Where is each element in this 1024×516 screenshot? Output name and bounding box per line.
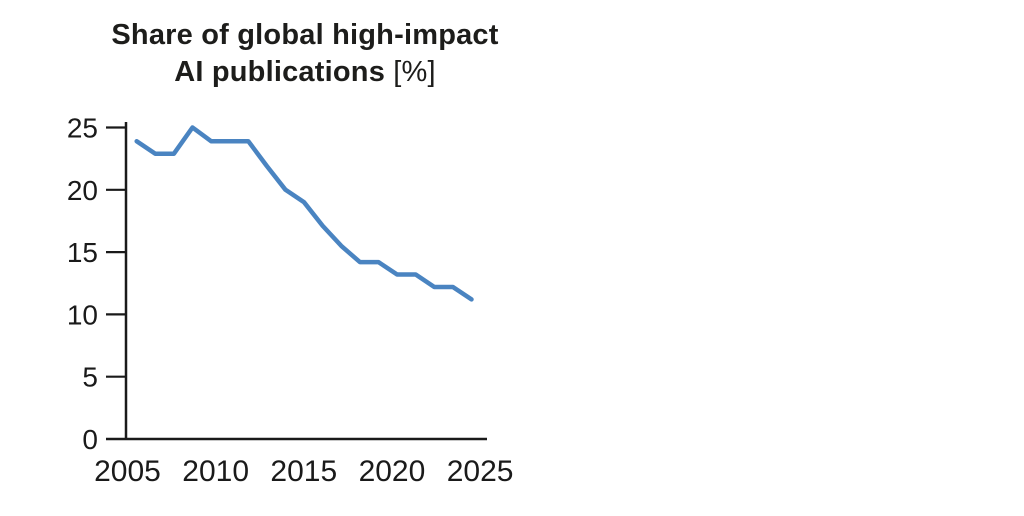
chart-title: Share of global high-impact AI publicati…	[45, 17, 565, 91]
y-axis-tick-label: 15	[67, 237, 98, 268]
x-axis-tick-label: 2025	[447, 455, 514, 488]
y-axis-tick-label: 25	[67, 113, 98, 144]
x-axis-tick-label: 2010	[182, 455, 249, 488]
x-axis-tick-label: 2015	[270, 455, 337, 488]
y-axis-tick-label: 20	[67, 175, 98, 206]
x-axis-tick-label: 2020	[359, 455, 426, 488]
y-axis-tick-label: 5	[82, 362, 98, 393]
x-axis-tick-label: 2005	[94, 455, 161, 488]
data-line-series	[134, 125, 474, 302]
y-axis-tick-label: 0	[82, 424, 98, 455]
chart-title-line2-text: AI publications	[174, 56, 386, 88]
chart-title-line2: AI publications [%]	[45, 54, 565, 91]
y-axis-tick-label: 10	[67, 299, 98, 330]
chart-title-unit: [%]	[393, 56, 436, 88]
chart-title-line1: Share of global high-impact	[111, 19, 499, 51]
